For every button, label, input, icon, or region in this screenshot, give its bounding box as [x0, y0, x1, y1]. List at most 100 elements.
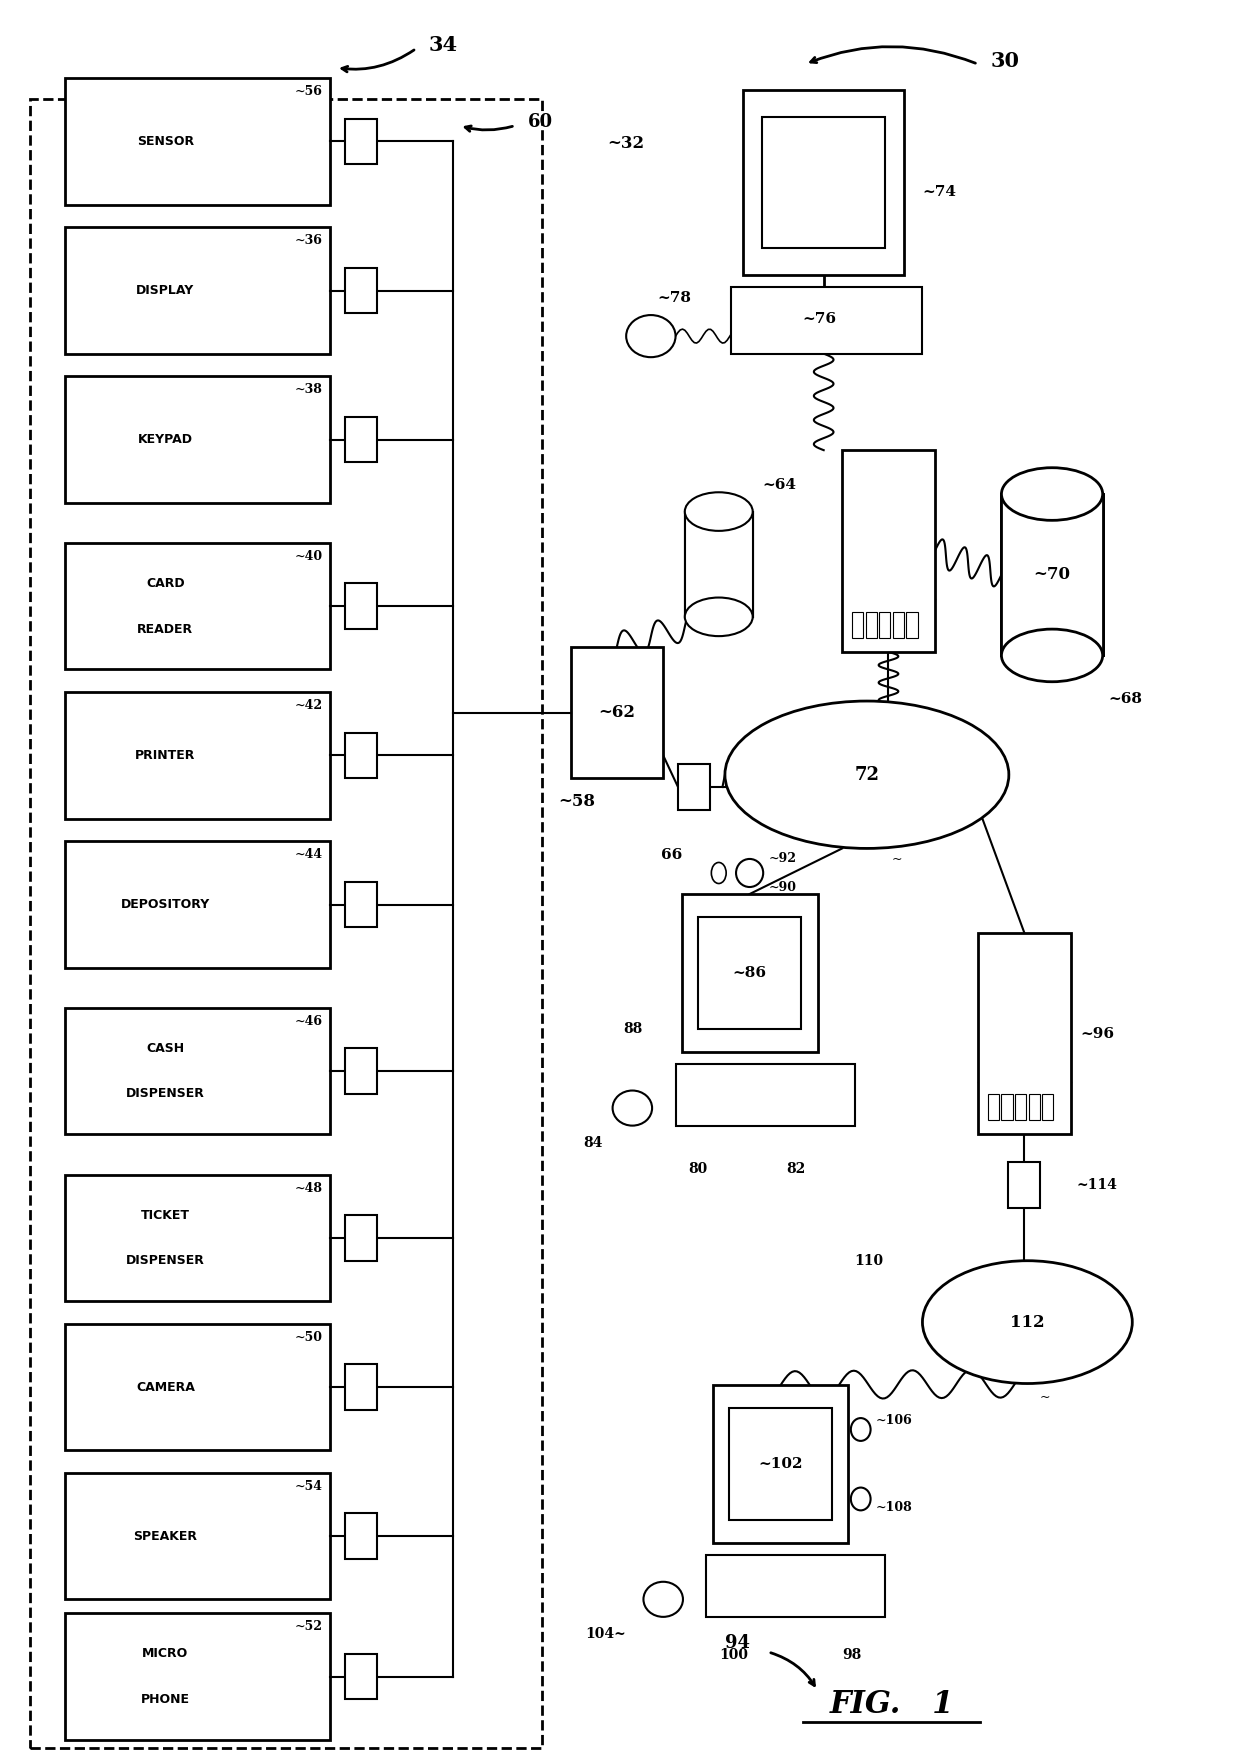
- Text: ~40: ~40: [294, 551, 322, 563]
- Text: SENSOR: SENSOR: [136, 136, 193, 148]
- Text: ~92: ~92: [768, 852, 796, 866]
- Text: 100: 100: [719, 1649, 748, 1663]
- Text: ~44: ~44: [294, 848, 322, 861]
- Text: 82: 82: [786, 1163, 806, 1176]
- Text: CAMERA: CAMERA: [136, 1380, 195, 1394]
- Bar: [906, 611, 918, 637]
- Ellipse shape: [684, 493, 753, 532]
- Text: 98: 98: [842, 1649, 862, 1663]
- Text: DEPOSITORY: DEPOSITORY: [120, 898, 210, 912]
- Bar: [678, 764, 711, 810]
- Ellipse shape: [644, 1582, 683, 1617]
- Text: ~70: ~70: [1034, 567, 1070, 583]
- Text: 60: 60: [527, 113, 553, 130]
- Bar: [345, 732, 377, 778]
- Bar: [707, 1556, 885, 1617]
- Text: ~108: ~108: [875, 1501, 913, 1514]
- Bar: [345, 882, 377, 928]
- Text: ~42: ~42: [294, 699, 322, 713]
- Text: 72: 72: [854, 766, 879, 783]
- Text: 66: 66: [661, 848, 682, 862]
- Bar: [345, 1514, 377, 1559]
- Bar: [345, 1049, 377, 1095]
- Text: ~36: ~36: [295, 234, 322, 248]
- Bar: [698, 917, 801, 1030]
- Bar: [64, 544, 330, 669]
- Ellipse shape: [712, 862, 727, 884]
- Text: MICRO: MICRO: [143, 1647, 188, 1660]
- Bar: [1008, 1162, 1040, 1207]
- Text: ~96: ~96: [1080, 1026, 1115, 1040]
- Bar: [64, 1174, 330, 1301]
- Ellipse shape: [725, 700, 1009, 848]
- Ellipse shape: [626, 315, 676, 357]
- Text: ~32: ~32: [608, 134, 645, 151]
- Bar: [732, 287, 923, 354]
- Bar: [64, 1473, 330, 1600]
- Text: ~114: ~114: [1076, 1177, 1117, 1192]
- Text: 30: 30: [991, 51, 1019, 70]
- Bar: [879, 611, 890, 637]
- Bar: [978, 933, 1070, 1135]
- Bar: [30, 99, 542, 1748]
- Bar: [345, 268, 377, 313]
- Bar: [64, 377, 330, 503]
- Bar: [1029, 1095, 1039, 1121]
- Bar: [1042, 1095, 1053, 1121]
- Ellipse shape: [1002, 468, 1102, 521]
- Text: ~50: ~50: [294, 1331, 322, 1345]
- Text: CASH: CASH: [146, 1042, 185, 1054]
- Text: ~102: ~102: [758, 1457, 802, 1471]
- Ellipse shape: [613, 1091, 652, 1126]
- Text: DISPLAY: DISPLAY: [136, 283, 195, 297]
- Ellipse shape: [851, 1487, 870, 1510]
- Ellipse shape: [1002, 628, 1102, 681]
- Bar: [852, 611, 863, 637]
- Bar: [345, 1654, 377, 1700]
- Bar: [729, 1408, 832, 1521]
- Bar: [64, 1614, 330, 1739]
- Text: ~52: ~52: [294, 1621, 322, 1633]
- Text: ~76: ~76: [802, 312, 837, 326]
- Bar: [345, 1214, 377, 1260]
- Text: ~64: ~64: [761, 479, 796, 493]
- Text: 94: 94: [724, 1635, 750, 1653]
- Text: 104~: 104~: [585, 1628, 626, 1642]
- Text: PHONE: PHONE: [141, 1693, 190, 1705]
- Text: ~56: ~56: [295, 84, 322, 99]
- Text: ~46: ~46: [294, 1016, 322, 1028]
- Bar: [893, 611, 904, 637]
- Text: SPEAKER: SPEAKER: [134, 1529, 197, 1544]
- Bar: [682, 894, 817, 1052]
- Bar: [684, 512, 753, 616]
- Bar: [64, 1324, 330, 1450]
- Bar: [345, 1364, 377, 1410]
- Ellipse shape: [684, 598, 753, 635]
- Text: FIG.   1: FIG. 1: [830, 1690, 954, 1720]
- Text: ~68: ~68: [1109, 692, 1143, 706]
- Text: ~74: ~74: [923, 185, 956, 199]
- Bar: [988, 1095, 999, 1121]
- Text: 88: 88: [624, 1023, 644, 1037]
- Text: ~: ~: [1039, 1390, 1050, 1404]
- Text: ~106: ~106: [875, 1415, 913, 1427]
- Text: ~62: ~62: [599, 704, 635, 722]
- Text: ~: ~: [892, 852, 901, 866]
- Text: 112: 112: [1011, 1313, 1044, 1331]
- Text: 84: 84: [583, 1137, 603, 1151]
- Bar: [64, 692, 330, 818]
- Text: TICKET: TICKET: [141, 1209, 190, 1221]
- Bar: [676, 1065, 854, 1126]
- Text: PRINTER: PRINTER: [135, 750, 196, 762]
- Bar: [64, 227, 330, 354]
- Text: ~38: ~38: [295, 384, 322, 396]
- Bar: [64, 77, 330, 204]
- Bar: [1002, 1095, 1013, 1121]
- Bar: [64, 841, 330, 968]
- Bar: [761, 116, 885, 248]
- Text: KEYPAD: KEYPAD: [138, 433, 193, 445]
- Bar: [345, 417, 377, 463]
- Text: DISPENSER: DISPENSER: [126, 1255, 205, 1267]
- Bar: [345, 118, 377, 164]
- Text: 34: 34: [429, 35, 458, 55]
